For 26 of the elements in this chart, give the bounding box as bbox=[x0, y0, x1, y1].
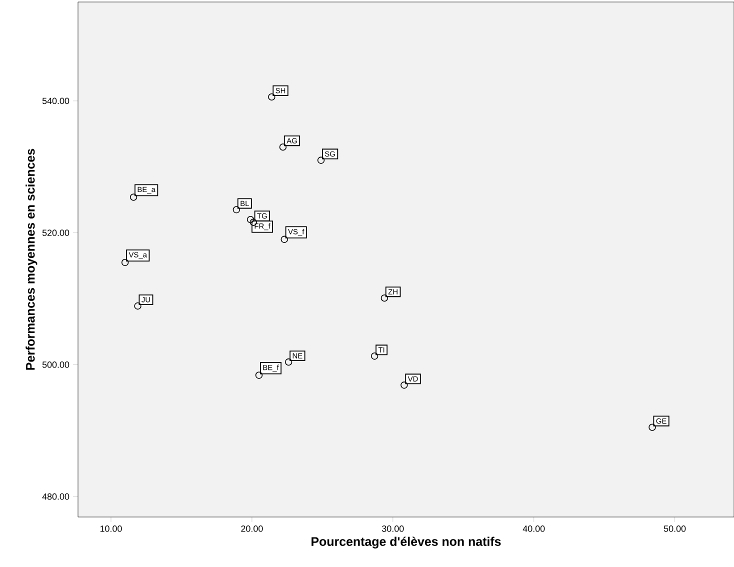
point bbox=[279, 143, 287, 151]
point bbox=[370, 352, 378, 360]
point bbox=[121, 258, 129, 266]
point bbox=[648, 424, 656, 431]
point bbox=[232, 206, 240, 214]
point bbox=[380, 294, 388, 302]
y-axis-title: Performances moyennes en sciences bbox=[26, 148, 38, 370]
y-tick-label: 480.00 bbox=[42, 493, 70, 500]
point bbox=[284, 358, 292, 366]
x-axis-title: Pourcentage d'élèves non natifs bbox=[312, 536, 501, 548]
point bbox=[268, 93, 276, 101]
y-tick-label: 540.00 bbox=[42, 98, 70, 104]
x-tick-label: 20.00 bbox=[241, 526, 263, 532]
point bbox=[280, 236, 288, 243]
point bbox=[130, 194, 138, 201]
point bbox=[317, 156, 325, 164]
point bbox=[246, 216, 254, 224]
x-tick-label: 30.00 bbox=[382, 526, 404, 532]
x-tick-label: 50.00 bbox=[664, 526, 686, 532]
point bbox=[255, 372, 263, 379]
y-tick-label: 520.00 bbox=[42, 230, 70, 236]
x-tick-label: 40.00 bbox=[522, 526, 545, 532]
y-tick-label: 500.00 bbox=[42, 361, 70, 368]
point bbox=[400, 382, 408, 389]
x-tick-label: 10.00 bbox=[100, 526, 122, 532]
point bbox=[134, 302, 142, 310]
